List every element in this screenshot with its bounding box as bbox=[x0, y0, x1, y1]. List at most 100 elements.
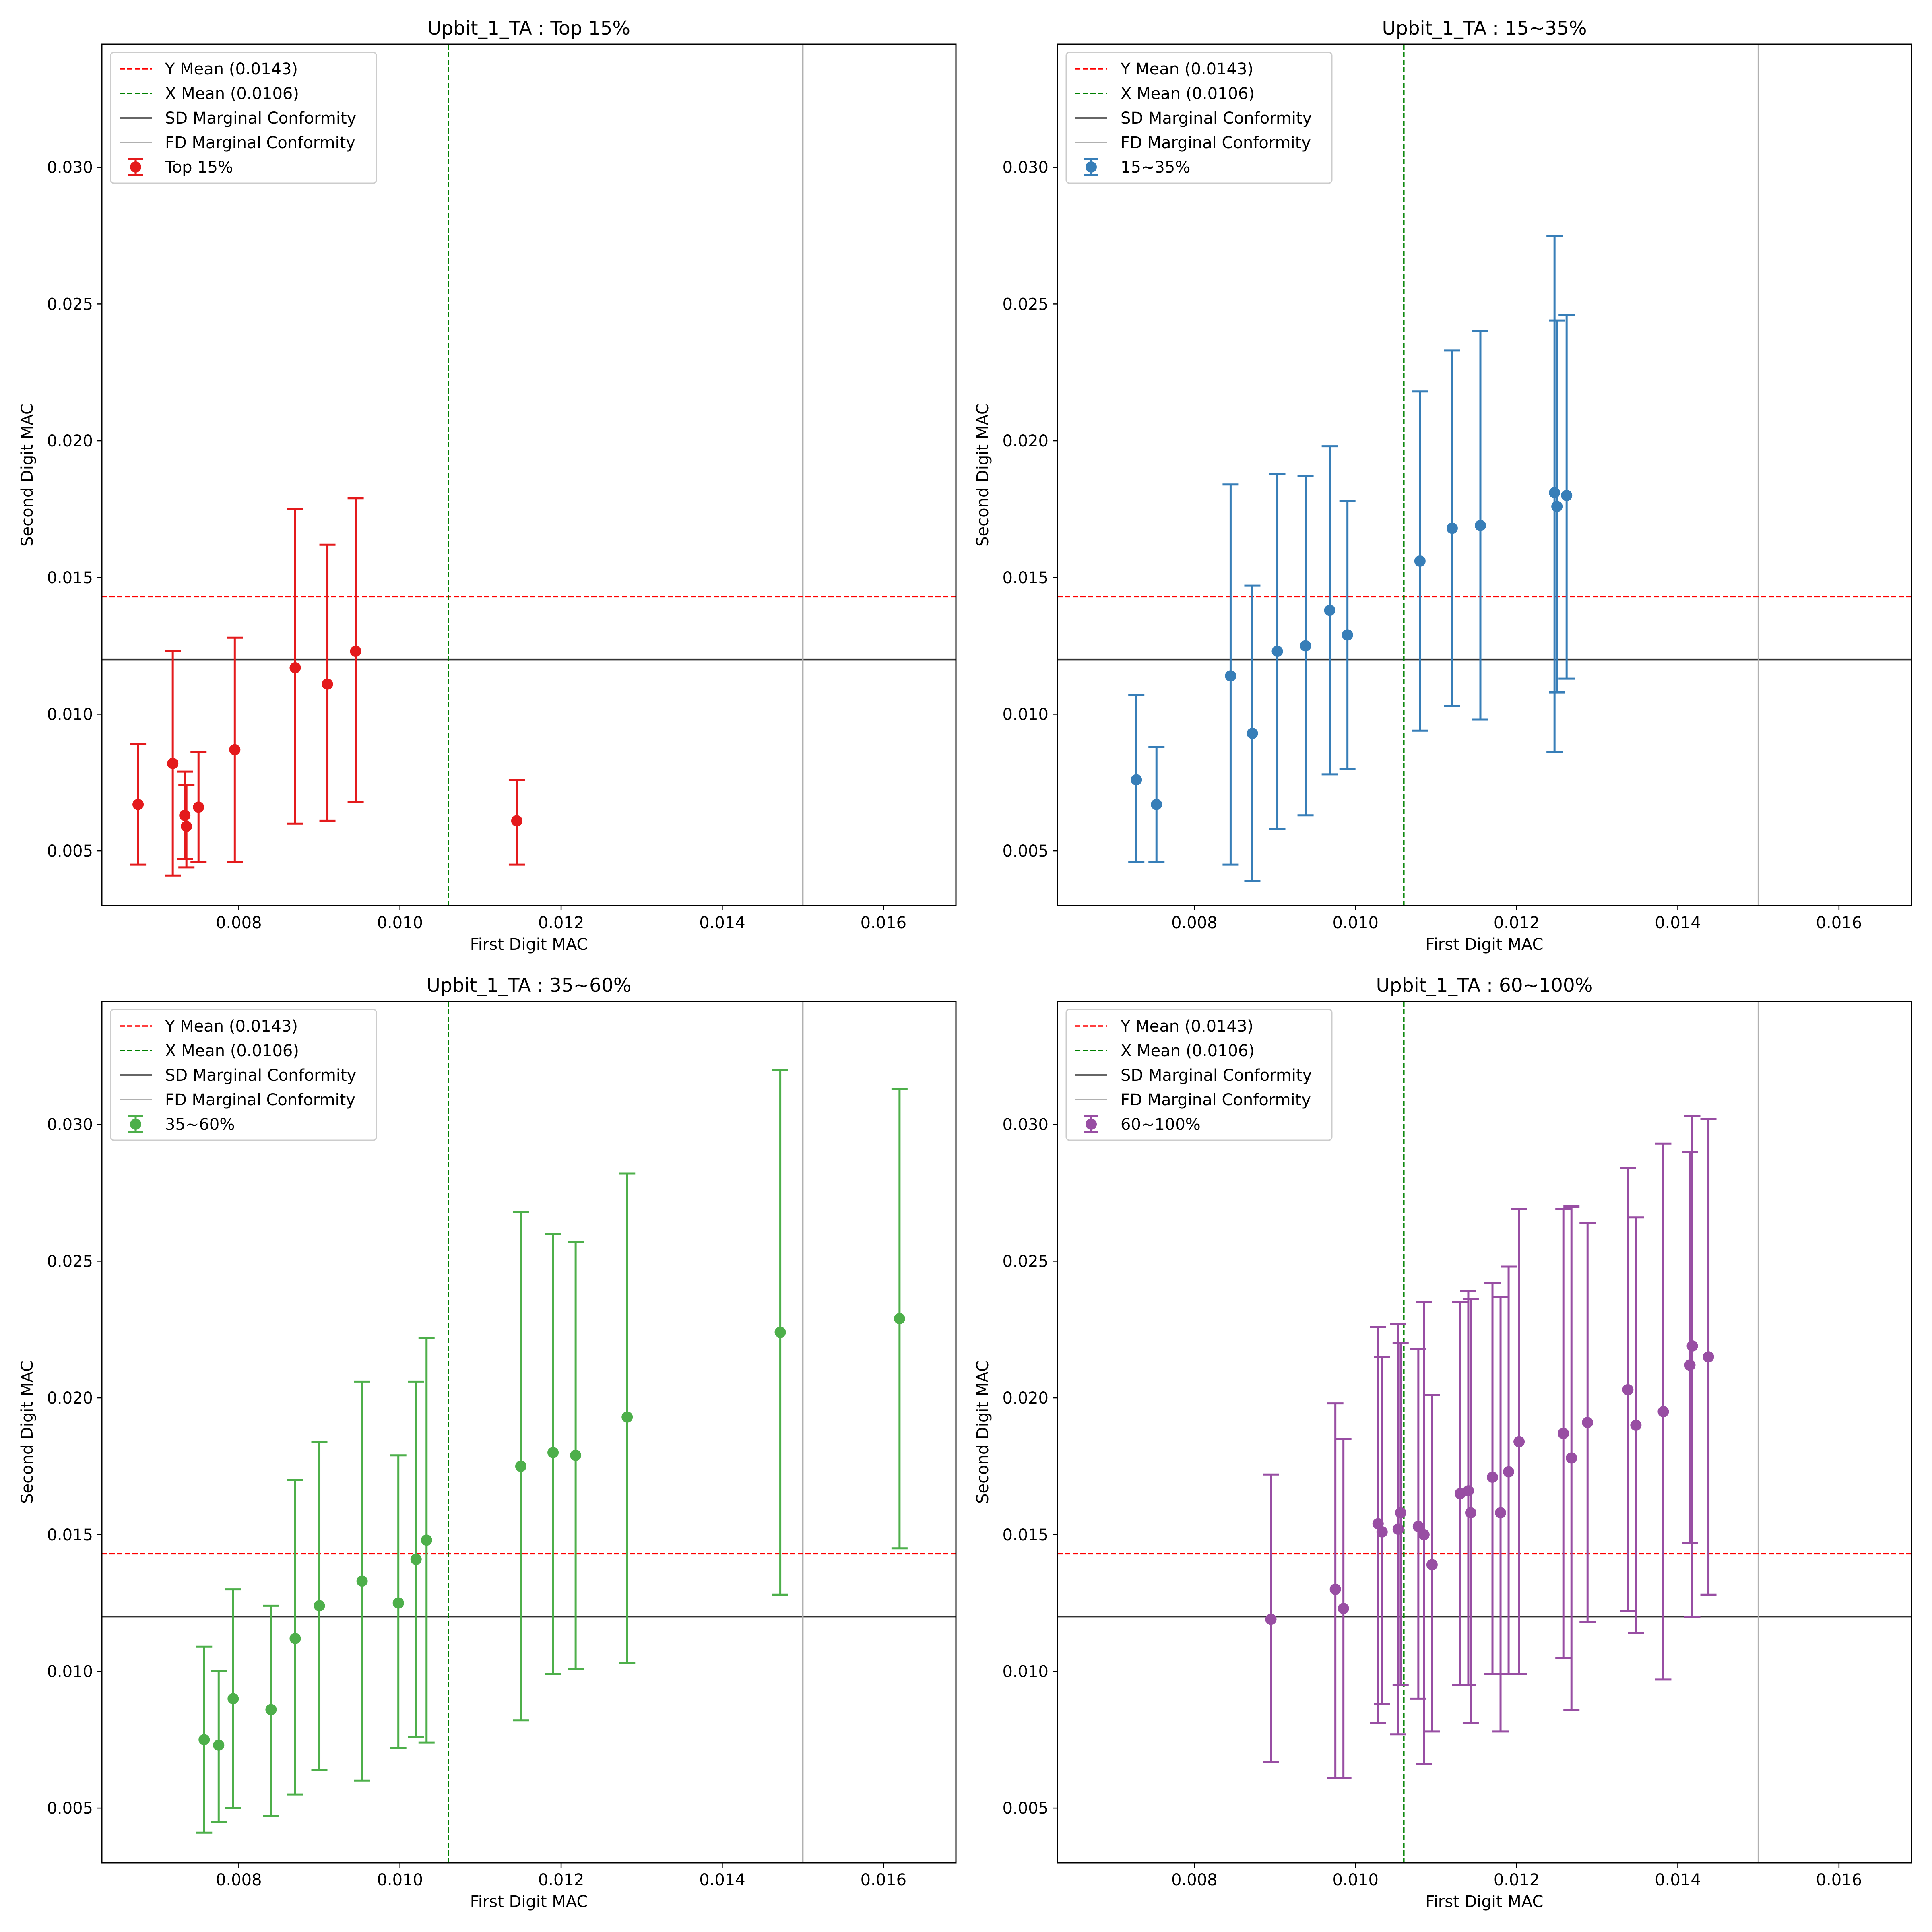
x-tick-label: 0.016 bbox=[861, 914, 907, 932]
legend-label-sd: SD Marginal Conformity bbox=[165, 109, 356, 128]
x-tick-label: 0.016 bbox=[861, 1871, 907, 1889]
data-point bbox=[621, 1411, 633, 1423]
chart-title: Upbit_1_TA : 35~60% bbox=[426, 974, 631, 997]
x-axis-label: First Digit MAC bbox=[470, 1893, 588, 1911]
legend-label-y_mean: Y Mean (0.0143) bbox=[1120, 1017, 1253, 1036]
y-tick-label: 0.030 bbox=[1002, 1116, 1049, 1134]
x-tick-label: 0.014 bbox=[699, 914, 745, 932]
data-point bbox=[193, 801, 204, 813]
plot-area bbox=[102, 44, 956, 906]
legend-label-fd: FD Marginal Conformity bbox=[1121, 134, 1311, 152]
x-tick-label: 0.012 bbox=[538, 1871, 584, 1889]
data-point bbox=[1558, 1428, 1569, 1439]
data-point bbox=[1474, 520, 1486, 531]
data-point bbox=[265, 1704, 277, 1715]
legend-label-sd: SD Marginal Conformity bbox=[165, 1066, 356, 1085]
data-point bbox=[167, 758, 179, 769]
y-tick-label: 0.025 bbox=[47, 295, 93, 314]
data-point bbox=[894, 1313, 905, 1325]
chart-title: Upbit_1_TA : Top 15% bbox=[427, 17, 630, 39]
legend-label-x_mean: X Mean (0.0106) bbox=[1121, 1042, 1255, 1060]
x-tick-label: 0.008 bbox=[1171, 1871, 1218, 1889]
x-axis-label: First Digit MAC bbox=[1426, 1893, 1544, 1911]
legend-label-y_mean: Y Mean (0.0143) bbox=[165, 60, 298, 78]
plot-area bbox=[102, 1001, 956, 1863]
legend-label-fd: FD Marginal Conformity bbox=[1121, 1091, 1311, 1109]
x-axis-label: First Digit MAC bbox=[470, 935, 588, 954]
data-point bbox=[314, 1600, 325, 1612]
legend-label-series: 15~35% bbox=[1121, 158, 1190, 177]
data-point bbox=[1462, 1485, 1474, 1497]
y-axis-label: Second Digit MAC bbox=[18, 1360, 37, 1504]
legend-marker bbox=[130, 161, 141, 173]
legend: Y Mean (0.0143) X Mean (0.0106) SD Margina… bbox=[110, 52, 377, 184]
data-point bbox=[511, 815, 522, 827]
y-tick-label: 0.015 bbox=[1002, 1526, 1049, 1544]
x-tick-label: 0.012 bbox=[1494, 914, 1540, 932]
x-axis-label: First Digit MAC bbox=[1426, 935, 1544, 954]
data-point bbox=[181, 820, 192, 832]
y-tick-label: 0.015 bbox=[47, 569, 93, 587]
data-point bbox=[1225, 670, 1236, 682]
data-point bbox=[1376, 1526, 1388, 1538]
legend-label-sd: SD Marginal Conformity bbox=[1121, 109, 1312, 128]
y-tick-label: 0.020 bbox=[47, 1389, 93, 1408]
data-point bbox=[1131, 774, 1142, 786]
data-point bbox=[1549, 487, 1560, 499]
data-point bbox=[198, 1734, 210, 1746]
data-point bbox=[392, 1597, 404, 1609]
y-tick-label: 0.030 bbox=[47, 1116, 93, 1134]
chart-panel-4: 0.008 0.010 0.012 0.014 0.016 0.005 0.010 0.015… bbox=[974, 974, 1912, 1911]
x-tick-label: 0.012 bbox=[538, 914, 584, 932]
x-tick-label: 0.016 bbox=[1816, 1871, 1862, 1889]
x-tick-label: 0.014 bbox=[1655, 914, 1701, 932]
y-axis-label: Second Digit MAC bbox=[974, 1360, 992, 1504]
data-point bbox=[1395, 1507, 1406, 1519]
data-point bbox=[1622, 1384, 1634, 1395]
legend-marker bbox=[1086, 1119, 1097, 1130]
data-point bbox=[1342, 629, 1353, 641]
legend-box bbox=[1065, 52, 1333, 184]
x-tick-label: 0.010 bbox=[377, 1871, 423, 1889]
data-point bbox=[322, 678, 333, 690]
y-tick-label: 0.020 bbox=[1002, 1389, 1049, 1408]
chart-panel-2: 0.008 0.010 0.012 0.014 0.016 0.005 0.010 0.015… bbox=[974, 17, 1912, 954]
x-tick-label: 0.014 bbox=[699, 1871, 745, 1889]
legend-label-series: 35~60% bbox=[165, 1115, 235, 1134]
chart-title: Upbit_1_TA : 15~35% bbox=[1382, 17, 1587, 39]
data-point bbox=[1271, 646, 1283, 657]
data-point bbox=[1300, 640, 1311, 652]
data-point bbox=[1414, 555, 1426, 567]
legend-label-fd: FD Marginal Conformity bbox=[165, 134, 355, 152]
x-tick-label: 0.008 bbox=[216, 914, 262, 932]
data-point bbox=[1465, 1507, 1476, 1519]
data-point bbox=[132, 799, 144, 810]
plot-area bbox=[1057, 44, 1911, 906]
y-tick-label: 0.015 bbox=[1002, 569, 1049, 587]
data-point bbox=[421, 1534, 432, 1546]
data-point bbox=[1566, 1452, 1577, 1464]
legend-marker bbox=[1086, 161, 1097, 173]
x-tick-label: 0.010 bbox=[1332, 1871, 1379, 1889]
chart-panel-3: 0.008 0.010 0.012 0.014 0.016 0.005 0.010 0.015… bbox=[18, 974, 957, 1911]
data-point bbox=[1630, 1420, 1642, 1431]
y-tick-label: 0.005 bbox=[47, 1799, 93, 1818]
x-tick-label: 0.010 bbox=[377, 914, 423, 932]
y-tick-label: 0.025 bbox=[1002, 1252, 1049, 1271]
x-tick-label: 0.010 bbox=[1332, 914, 1379, 932]
y-tick-label: 0.005 bbox=[47, 842, 93, 861]
data-point bbox=[1686, 1340, 1698, 1352]
data-point bbox=[1151, 799, 1162, 810]
data-point bbox=[356, 1575, 368, 1587]
legend-box bbox=[110, 52, 377, 184]
y-tick-label: 0.030 bbox=[1002, 159, 1049, 177]
legend-label-x_mean: X Mean (0.0106) bbox=[165, 85, 299, 103]
legend-marker bbox=[130, 1119, 141, 1130]
y-tick-label: 0.010 bbox=[1002, 1662, 1049, 1681]
x-tick-label: 0.014 bbox=[1655, 1871, 1701, 1889]
axes-frame bbox=[1057, 1001, 1912, 1864]
data-point bbox=[1329, 1583, 1341, 1595]
data-point bbox=[774, 1327, 786, 1338]
data-point bbox=[1495, 1507, 1507, 1519]
